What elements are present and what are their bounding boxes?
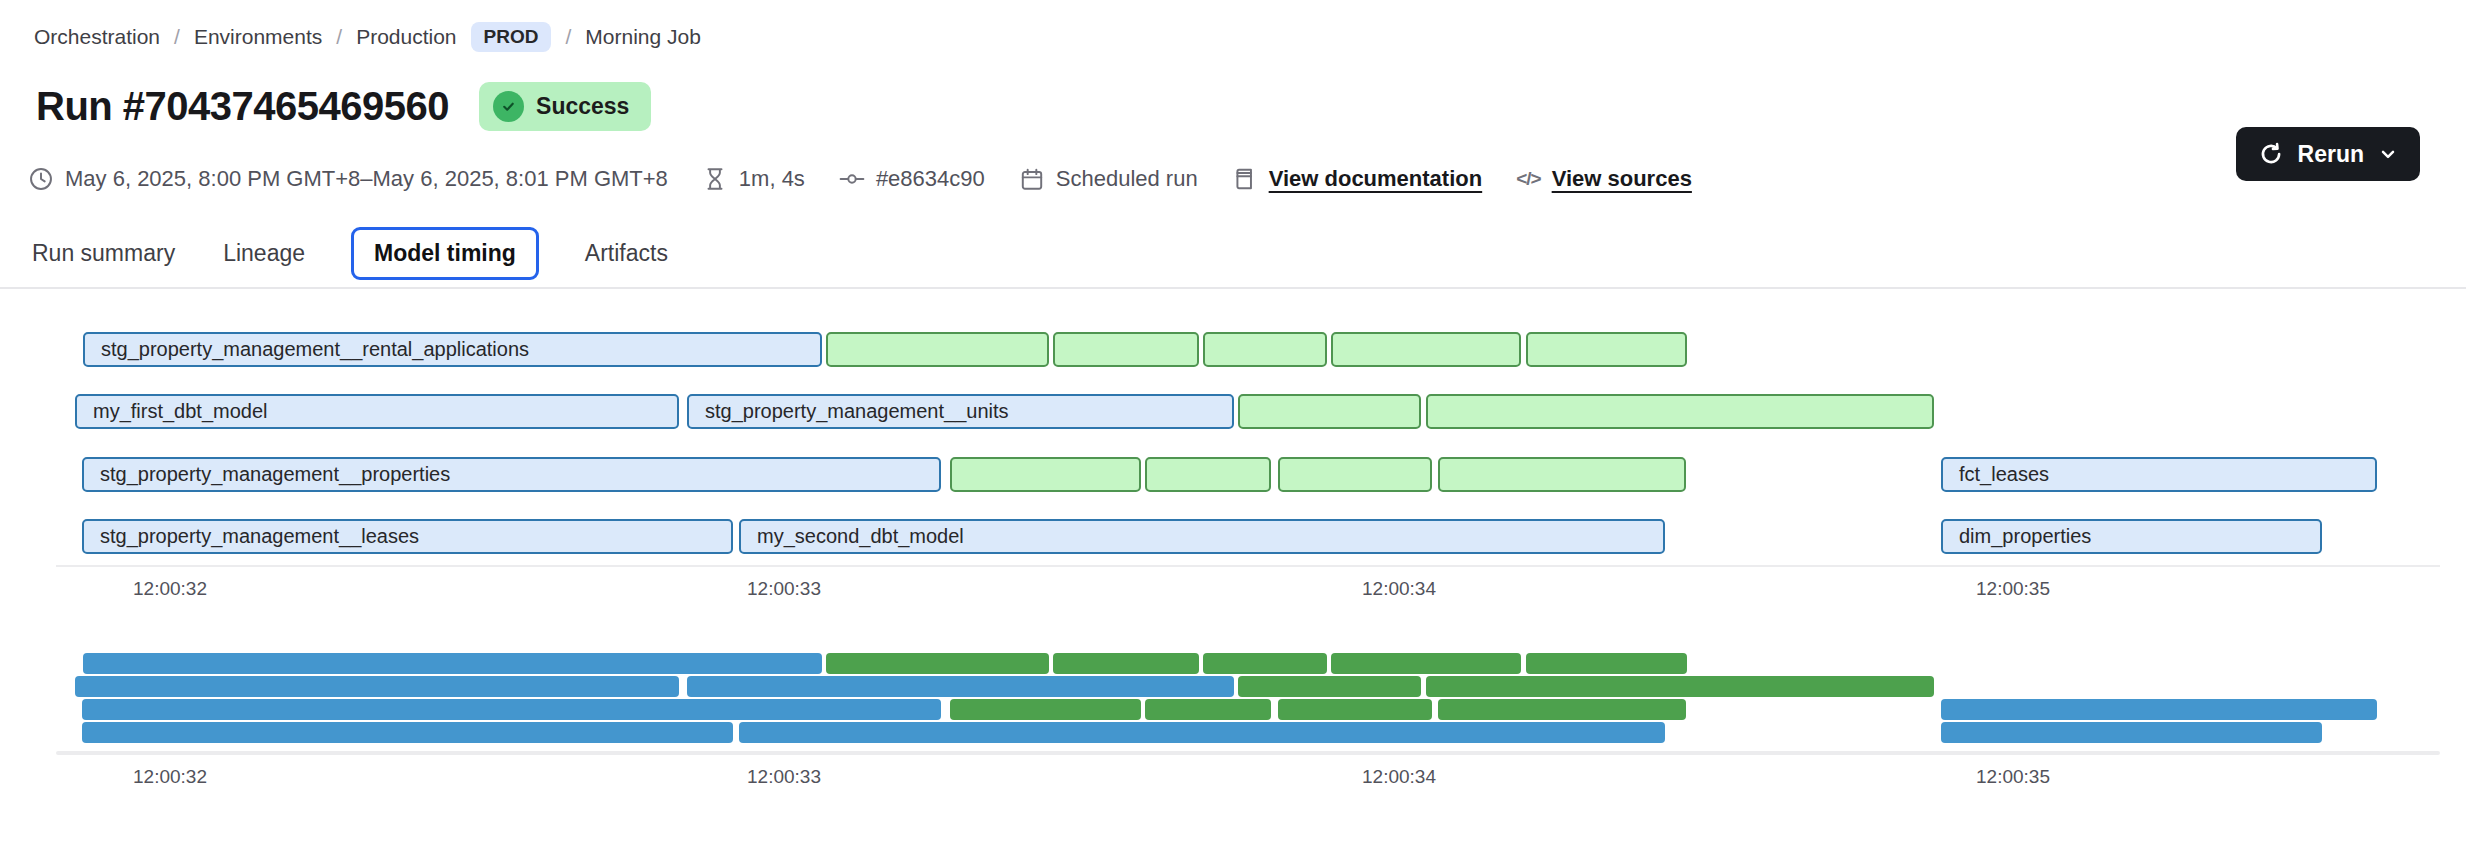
mini-axis-labels: 12:00:32 12:00:33 12:00:34 12:00:35: [0, 0, 2466, 842]
run-detail-page: Orchestration / Environments / Productio…: [0, 0, 2466, 842]
axis-tick-label: 12:00:35: [1943, 766, 2083, 788]
axis-tick-label: 12:00:34: [1329, 766, 1469, 788]
axis-tick-label: 12:00:33: [714, 766, 854, 788]
axis-tick-label: 12:00:32: [100, 766, 240, 788]
